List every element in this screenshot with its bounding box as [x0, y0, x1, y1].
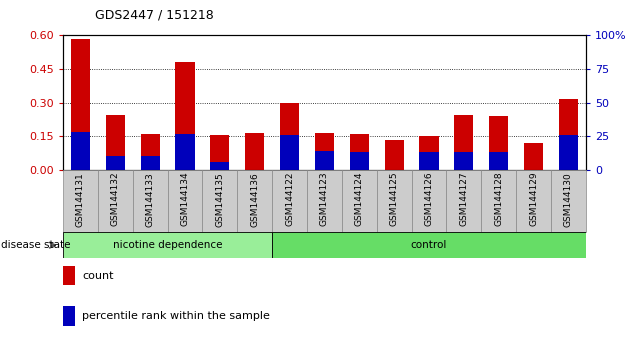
- Bar: [350, 153, 369, 170]
- Bar: [559, 135, 578, 170]
- FancyBboxPatch shape: [481, 170, 516, 232]
- FancyBboxPatch shape: [98, 170, 133, 232]
- FancyBboxPatch shape: [411, 170, 447, 232]
- Bar: [350, 134, 369, 170]
- Bar: [245, 133, 265, 170]
- Text: GSM144135: GSM144135: [215, 172, 224, 227]
- Text: nicotine dependence: nicotine dependence: [113, 240, 222, 250]
- Bar: [315, 151, 334, 170]
- Bar: [63, 266, 74, 285]
- FancyBboxPatch shape: [377, 170, 411, 232]
- FancyBboxPatch shape: [133, 170, 168, 232]
- Text: control: control: [411, 240, 447, 250]
- FancyBboxPatch shape: [342, 170, 377, 232]
- Text: percentile rank within the sample: percentile rank within the sample: [83, 311, 270, 321]
- Text: GSM144130: GSM144130: [564, 172, 573, 227]
- Bar: [63, 306, 74, 326]
- Text: GSM144129: GSM144129: [529, 172, 538, 227]
- Bar: [210, 162, 229, 170]
- Text: GSM144124: GSM144124: [355, 172, 364, 226]
- Bar: [420, 153, 438, 170]
- Text: GSM144126: GSM144126: [425, 172, 433, 227]
- Text: GSM144123: GSM144123: [320, 172, 329, 227]
- FancyBboxPatch shape: [307, 170, 342, 232]
- Bar: [524, 143, 543, 170]
- FancyBboxPatch shape: [551, 170, 586, 232]
- Text: GSM144136: GSM144136: [250, 172, 259, 227]
- Bar: [454, 115, 474, 170]
- Text: GSM144132: GSM144132: [111, 172, 120, 227]
- Bar: [140, 134, 160, 170]
- Bar: [106, 156, 125, 170]
- Bar: [140, 156, 160, 170]
- Bar: [384, 139, 404, 170]
- Bar: [420, 136, 438, 170]
- Text: GSM144128: GSM144128: [495, 172, 503, 227]
- Bar: [280, 103, 299, 170]
- FancyBboxPatch shape: [447, 170, 481, 232]
- FancyBboxPatch shape: [63, 170, 98, 232]
- FancyBboxPatch shape: [202, 170, 238, 232]
- FancyBboxPatch shape: [516, 170, 551, 232]
- FancyBboxPatch shape: [272, 170, 307, 232]
- Bar: [315, 133, 334, 170]
- Bar: [489, 153, 508, 170]
- Text: GSM144125: GSM144125: [390, 172, 399, 227]
- Bar: [559, 99, 578, 170]
- Text: GSM144134: GSM144134: [181, 172, 190, 227]
- Bar: [106, 115, 125, 170]
- Bar: [280, 135, 299, 170]
- FancyBboxPatch shape: [63, 232, 272, 258]
- FancyBboxPatch shape: [168, 170, 202, 232]
- Bar: [175, 133, 195, 170]
- Bar: [175, 62, 195, 170]
- Text: GSM144133: GSM144133: [146, 172, 154, 227]
- Bar: [454, 153, 474, 170]
- FancyBboxPatch shape: [238, 170, 272, 232]
- Bar: [489, 116, 508, 170]
- Bar: [71, 132, 90, 170]
- Text: GSM144131: GSM144131: [76, 172, 85, 227]
- Bar: [210, 135, 229, 170]
- Text: GSM144122: GSM144122: [285, 172, 294, 226]
- Text: disease state: disease state: [1, 240, 70, 250]
- Text: GDS2447 / 151218: GDS2447 / 151218: [94, 8, 213, 21]
- Text: GSM144127: GSM144127: [459, 172, 468, 227]
- FancyBboxPatch shape: [272, 232, 586, 258]
- Bar: [71, 39, 90, 170]
- Text: count: count: [83, 270, 114, 280]
